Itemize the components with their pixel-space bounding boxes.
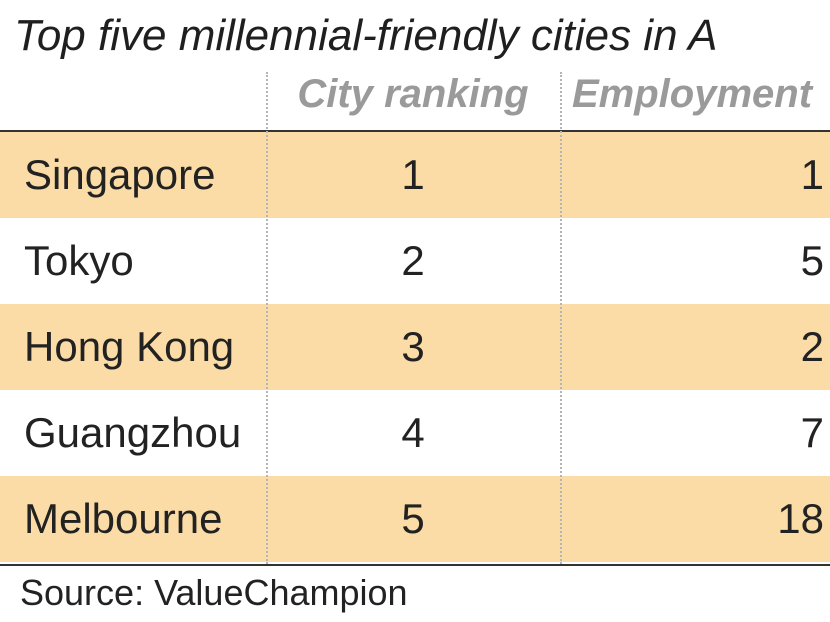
source-note: Source: ValueChampion — [20, 572, 408, 613]
column-divider — [560, 72, 562, 564]
ranking-table: Singapore 1 1 Tokyo 2 5 Hong Kong 3 2 Gu… — [0, 132, 830, 564]
chart-title: Top five millennial-friendly cities in A — [14, 11, 718, 60]
table-row: Melbourne 5 18 — [0, 476, 830, 562]
cell-employment: 5 — [800, 237, 824, 284]
cell-city-ranking: 1 — [401, 151, 425, 198]
column-divider — [266, 72, 268, 564]
cell-employment: 18 — [777, 495, 824, 542]
cell-employment: 2 — [800, 323, 824, 370]
cell-city: Tokyo — [24, 237, 134, 284]
table-header: City ranking Employment — [0, 66, 830, 130]
cell-city: Guangzhou — [24, 409, 242, 456]
cell-city: Melbourne — [24, 495, 223, 542]
table-row: Hong Kong 3 2 — [0, 304, 830, 390]
header-city-ranking: City ranking — [297, 72, 529, 116]
top-rule — [0, 130, 830, 132]
table-row: Tokyo 2 5 — [0, 218, 830, 304]
cell-employment: 1 — [800, 151, 824, 198]
cell-city-ranking: 4 — [401, 409, 425, 456]
cell-city-ranking: 5 — [401, 495, 425, 542]
cell-city: Hong Kong — [24, 323, 235, 370]
table-row: Guangzhou 4 7 — [0, 390, 830, 476]
table-row: Singapore 1 1 — [0, 132, 830, 218]
cell-city: Singapore — [24, 151, 216, 198]
header-employment: Employment — [572, 72, 813, 116]
bottom-rule — [0, 564, 830, 566]
cell-employment: 7 — [800, 409, 824, 456]
cell-city-ranking: 2 — [401, 237, 425, 284]
cell-city-ranking: 3 — [401, 323, 425, 370]
